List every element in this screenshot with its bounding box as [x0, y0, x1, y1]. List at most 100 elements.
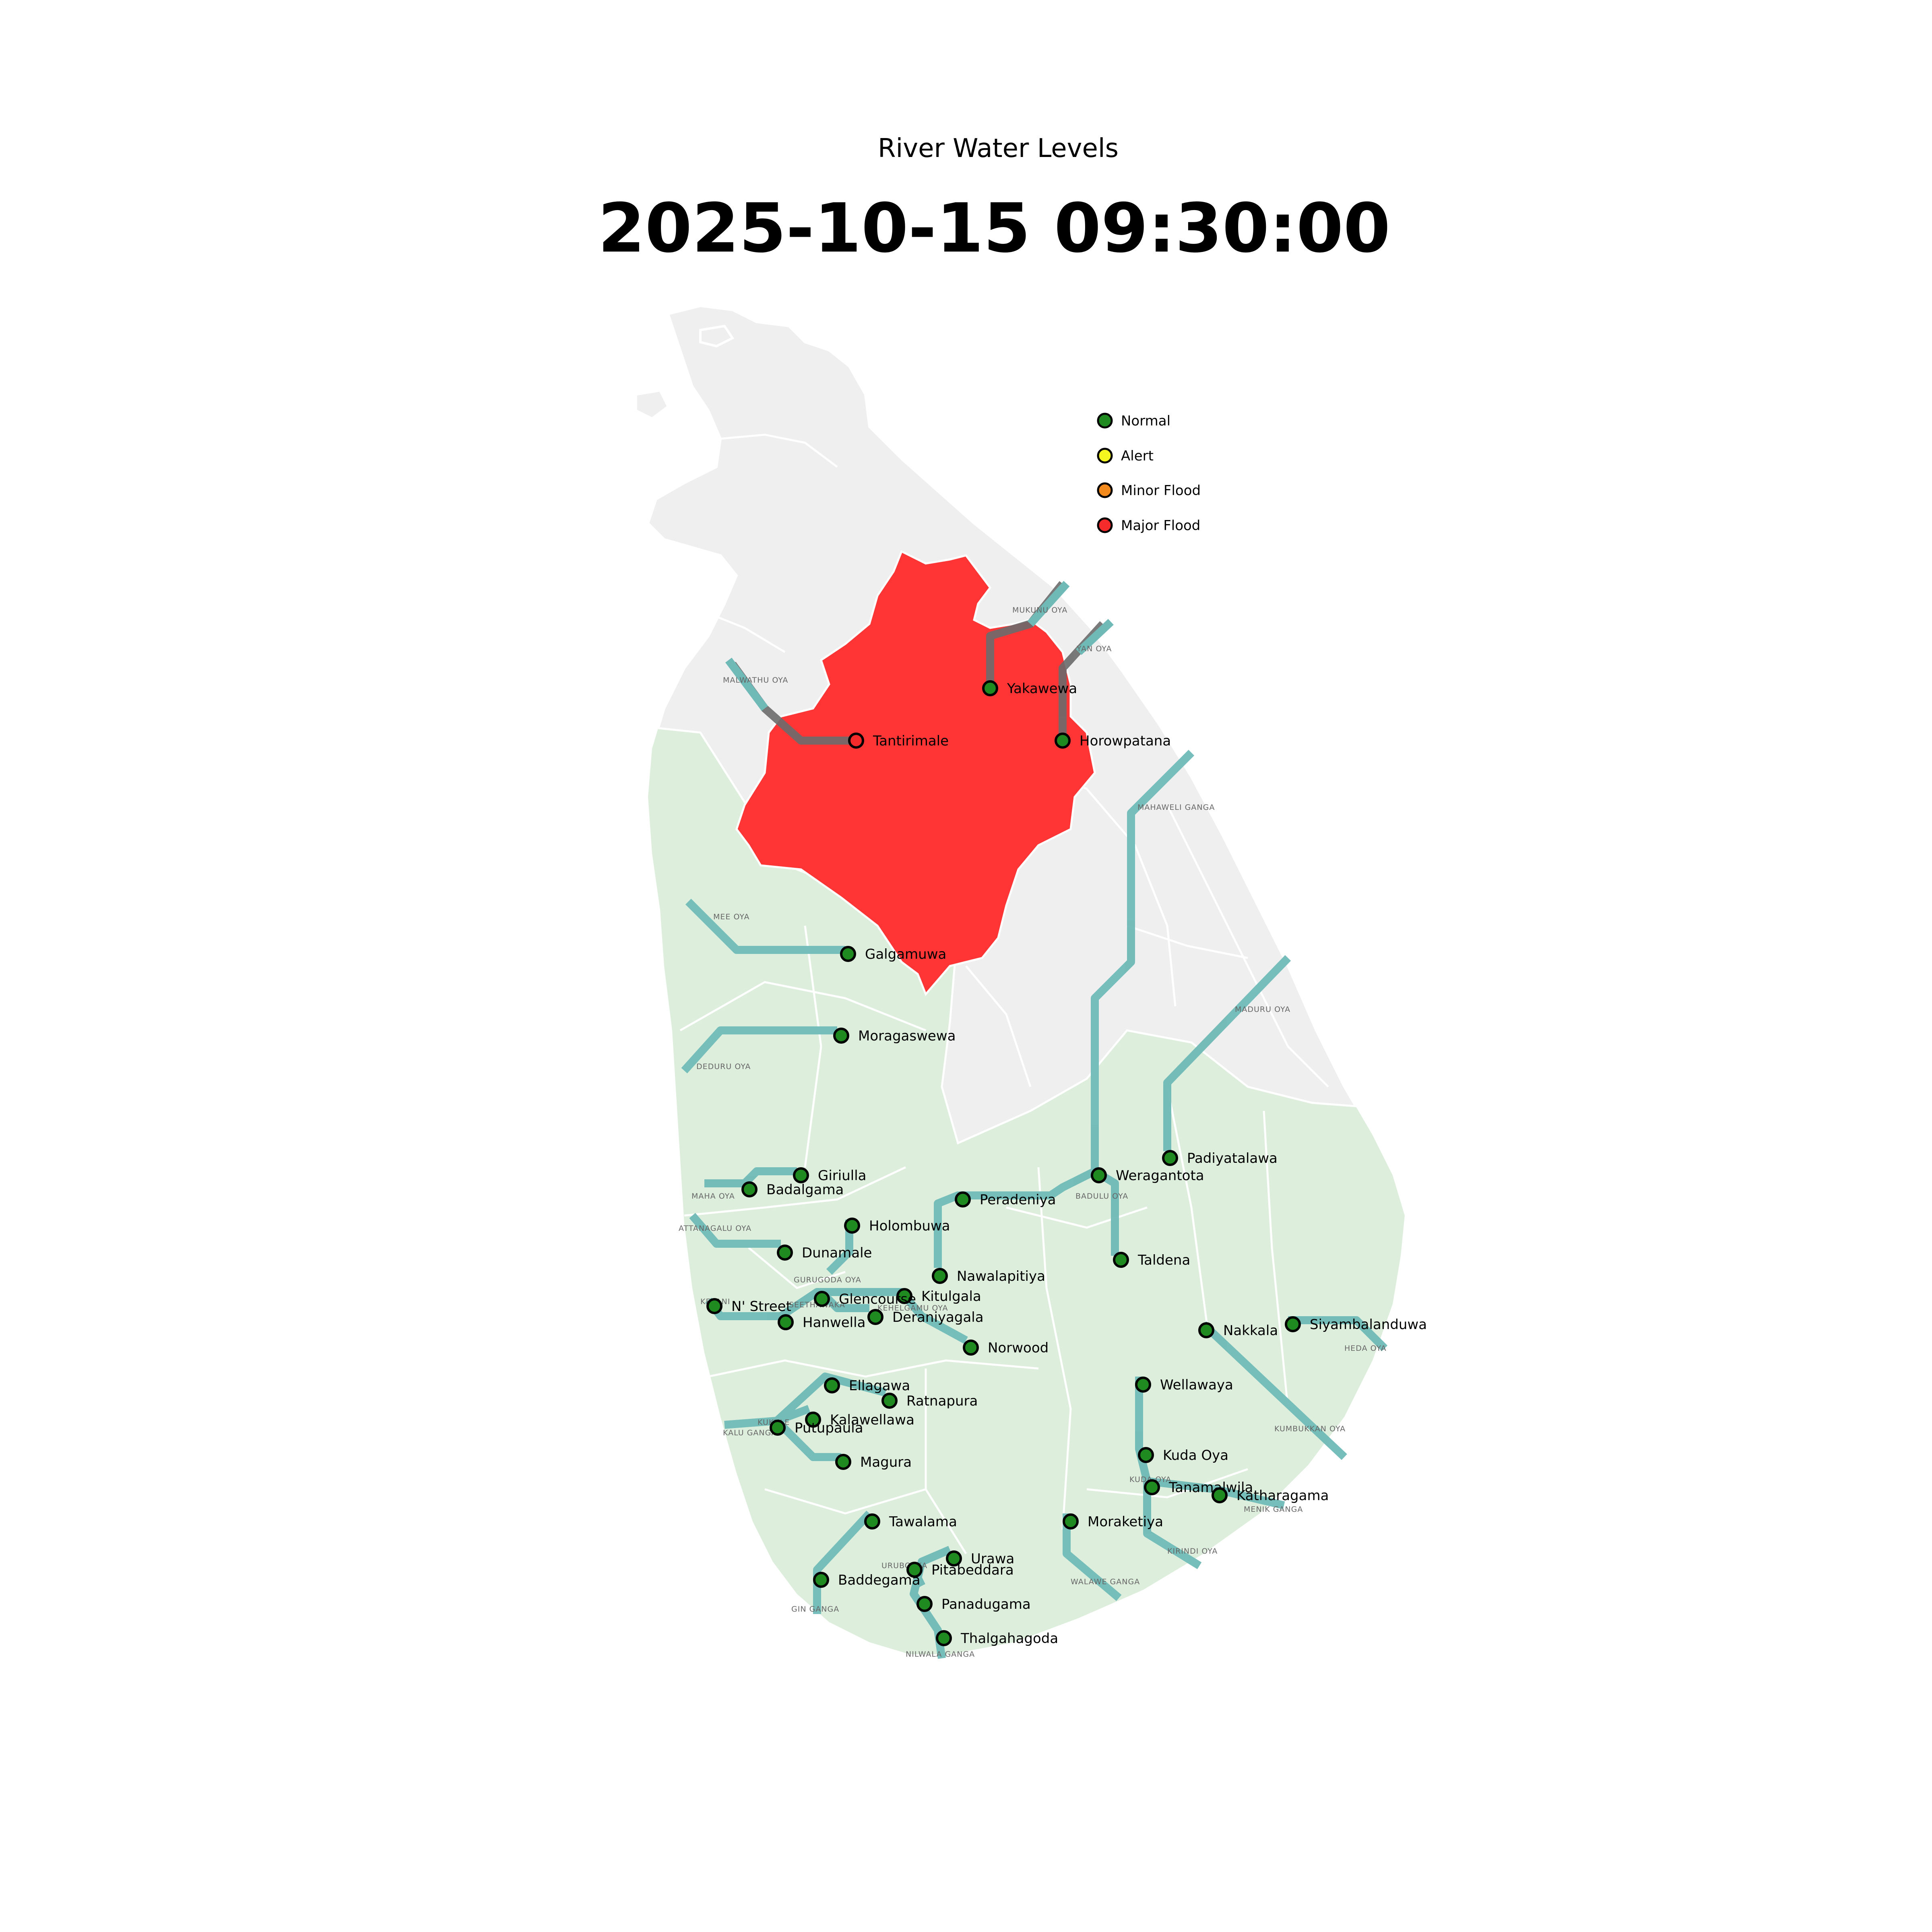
station[interactable]: Urawa: [946, 1550, 1014, 1567]
legend-label-alert: Alert: [1121, 448, 1154, 464]
station[interactable]: Tantirimale: [848, 733, 949, 749]
station-marker[interactable]: [741, 1181, 758, 1197]
station[interactable]: Weragantota: [1091, 1167, 1204, 1184]
station[interactable]: Tawalama: [864, 1513, 957, 1530]
station[interactable]: Taldena: [1113, 1252, 1190, 1268]
station-marker[interactable]: [906, 1562, 923, 1578]
station[interactable]: Magura: [835, 1454, 912, 1470]
river-label: MADURU OYA: [1235, 1005, 1290, 1014]
station[interactable]: Galgamuwa: [840, 946, 946, 962]
station[interactable]: Glencourse: [814, 1291, 916, 1307]
station-marker[interactable]: [982, 680, 998, 696]
station[interactable]: Putupaula: [770, 1420, 863, 1436]
station[interactable]: Holombuwa: [844, 1218, 950, 1234]
river-label: KUMBUKKAN OYA: [1274, 1424, 1346, 1433]
station-label: Baddegama: [838, 1572, 921, 1588]
station[interactable]: Deraniyagala: [867, 1309, 984, 1325]
station-marker[interactable]: [1063, 1513, 1079, 1530]
station[interactable]: Pitabeddara: [906, 1562, 1014, 1578]
station-marker[interactable]: [848, 733, 864, 749]
station-label: Ellagawa: [849, 1378, 910, 1394]
station-marker[interactable]: [916, 1596, 933, 1612]
station[interactable]: Ellagawa: [824, 1377, 910, 1394]
river-kukule: [775, 1405, 811, 1425]
station-marker[interactable]: [778, 1314, 794, 1330]
station[interactable]: Kalawellawa: [805, 1412, 914, 1428]
station[interactable]: Moraketiya: [1063, 1513, 1163, 1530]
station[interactable]: Tanamalwila: [1144, 1479, 1253, 1496]
station-label: Nawalapitiya: [957, 1268, 1045, 1284]
station[interactable]: Siyambalanduwa: [1285, 1316, 1427, 1333]
map-title: River Water Levels: [878, 134, 1119, 163]
station[interactable]: N' Street: [706, 1298, 791, 1315]
station-label: Hanwella: [803, 1315, 865, 1331]
station[interactable]: Kuda Oya: [1138, 1447, 1228, 1463]
station-marker[interactable]: [946, 1550, 962, 1567]
map-timestamp: 2025-10-15 09:30:00: [598, 189, 1391, 268]
station-marker[interactable]: [963, 1340, 979, 1356]
station[interactable]: Panadugama: [916, 1596, 1031, 1612]
station[interactable]: Dunamale: [777, 1245, 872, 1261]
station[interactable]: Baddegama: [813, 1572, 921, 1588]
station[interactable]: Peradeniya: [955, 1191, 1056, 1208]
station-marker[interactable]: [1285, 1316, 1301, 1332]
station-marker[interactable]: [1135, 1377, 1151, 1393]
station-marker[interactable]: [835, 1454, 851, 1470]
river-label: GIN GANGA: [791, 1605, 839, 1614]
river-mee-oya: [685, 898, 845, 954]
station[interactable]: Giriulla: [793, 1167, 867, 1184]
station[interactable]: Katharagama: [1212, 1487, 1329, 1504]
station-marker[interactable]: [833, 1028, 849, 1044]
station-marker[interactable]: [706, 1298, 722, 1314]
station-label: Taldena: [1137, 1252, 1190, 1268]
station-marker[interactable]: [881, 1393, 898, 1409]
station-marker[interactable]: [805, 1412, 821, 1428]
station[interactable]: Hanwella: [778, 1314, 865, 1331]
station-marker[interactable]: [896, 1288, 912, 1304]
station-marker[interactable]: [864, 1513, 880, 1530]
river-label: ATTANAGALU OYA: [679, 1224, 751, 1233]
station-marker[interactable]: [1055, 733, 1071, 749]
station[interactable]: Badalgama: [741, 1181, 844, 1198]
station-marker[interactable]: [824, 1377, 840, 1393]
station-marker[interactable]: [814, 1291, 830, 1307]
station-label: Kuda Oya: [1163, 1447, 1228, 1463]
station-marker[interactable]: [840, 946, 856, 962]
station-marker[interactable]: [867, 1309, 883, 1325]
station[interactable]: Horowpatana: [1055, 733, 1171, 749]
river-label: MEE OYA: [713, 912, 750, 921]
station[interactable]: Wellawaya: [1135, 1377, 1233, 1393]
station[interactable]: Nakkala: [1198, 1322, 1278, 1339]
station[interactable]: Padiyatalawa: [1162, 1150, 1278, 1166]
station-marker[interactable]: [1113, 1252, 1129, 1268]
station[interactable]: Thalgahagoda: [936, 1630, 1058, 1647]
station-marker[interactable]: [770, 1420, 786, 1436]
station-marker[interactable]: [793, 1167, 809, 1183]
station-marker[interactable]: [1144, 1479, 1160, 1495]
river-network-upstream: [725, 581, 1114, 711]
river-maha-oya: [704, 1167, 797, 1187]
station-marker[interactable]: [955, 1191, 971, 1208]
station-marker[interactable]: [1091, 1167, 1107, 1183]
station-label: Panadugama: [941, 1596, 1031, 1612]
station[interactable]: Nawalapitiya: [932, 1268, 1045, 1284]
station-marker[interactable]: [1162, 1150, 1178, 1166]
station[interactable]: Norwood: [963, 1340, 1049, 1356]
station[interactable]: Yakawewa: [982, 680, 1077, 697]
river-kumbukkan-oya: [1201, 1321, 1347, 1460]
station-marker[interactable]: [1198, 1322, 1214, 1338]
station-marker[interactable]: [1138, 1447, 1154, 1463]
station-marker[interactable]: [932, 1268, 948, 1284]
station[interactable]: Ratnapura: [881, 1393, 978, 1409]
station[interactable]: Moragaswewa: [833, 1028, 956, 1044]
station-marker[interactable]: [813, 1572, 829, 1588]
station-marker[interactable]: [936, 1630, 952, 1646]
station-marker[interactable]: [777, 1245, 793, 1261]
river-label: DEDURU OYA: [696, 1062, 751, 1071]
station-label: Dunamale: [802, 1245, 872, 1261]
station[interactable]: Kitulgala: [896, 1288, 981, 1305]
river-label: HEDA OYA: [1344, 1344, 1387, 1353]
station-marker[interactable]: [1212, 1487, 1228, 1503]
station-marker[interactable]: [844, 1218, 860, 1234]
river-label: KEHELGAMU OYA: [877, 1304, 948, 1313]
